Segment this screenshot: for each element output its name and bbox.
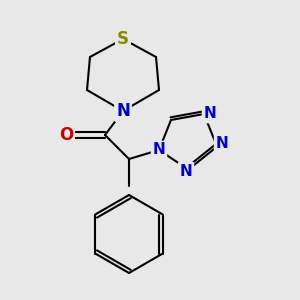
- Text: S: S: [117, 30, 129, 48]
- Text: N: N: [153, 142, 165, 158]
- Text: N: N: [116, 102, 130, 120]
- Text: N: N: [204, 106, 216, 122]
- Text: N: N: [180, 164, 192, 178]
- Text: N: N: [216, 136, 228, 152]
- Text: O: O: [59, 126, 73, 144]
